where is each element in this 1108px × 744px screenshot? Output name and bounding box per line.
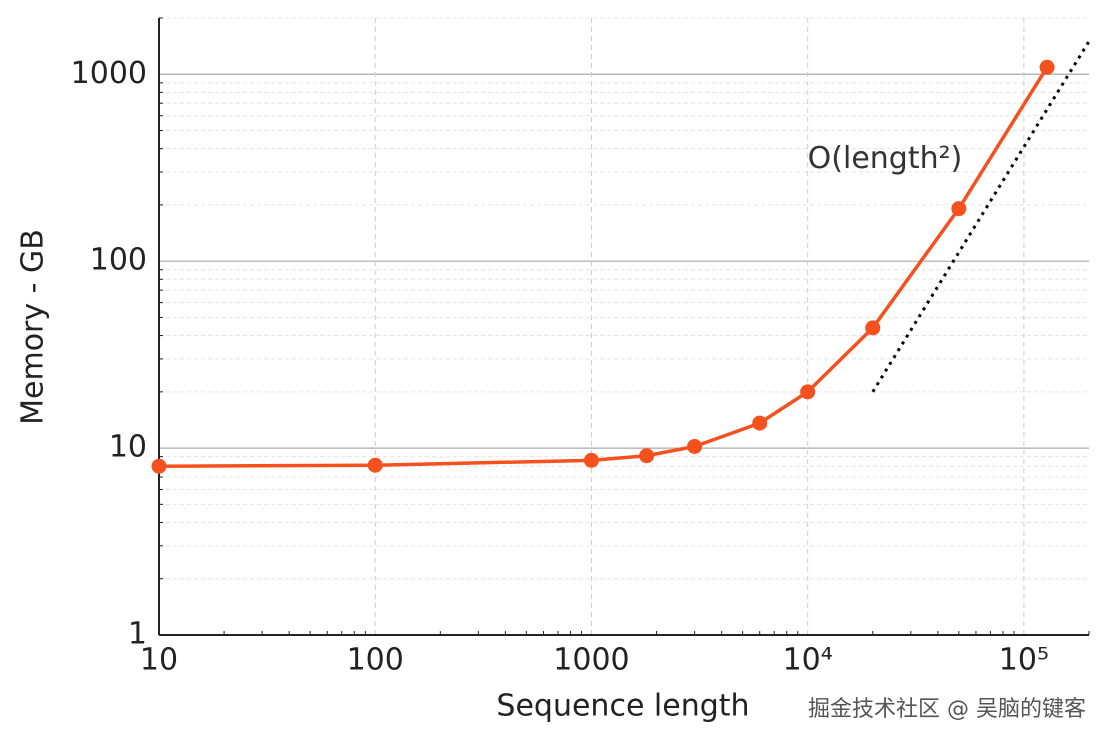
data-point — [752, 415, 768, 431]
y-tick-label: 100 — [90, 243, 147, 278]
x-tick-label: 100 — [347, 643, 404, 678]
data-point — [151, 458, 167, 474]
annotation: O(length²) — [808, 141, 963, 176]
x-tick-label: 10 — [140, 643, 178, 678]
data-point — [367, 457, 383, 473]
data-point — [639, 448, 655, 464]
data-point — [687, 438, 703, 454]
data-point — [1039, 59, 1055, 75]
series-line — [158, 66, 1049, 468]
x-tick-label: 1000 — [553, 643, 629, 678]
trend-line — [871, 40, 1091, 393]
data-point — [951, 201, 967, 217]
x-axis-label: Sequence length — [496, 689, 749, 724]
y-tick-label: 1000 — [71, 56, 147, 91]
watermark: 掘金技术社区 @ 吴脑的键客 — [808, 697, 1086, 722]
x-tick-label: 10⁴ — [783, 643, 833, 678]
data-point — [865, 320, 881, 336]
x-tick-label: 10⁵ — [999, 643, 1049, 678]
data-point — [583, 452, 599, 468]
y-tick-label: 10 — [109, 430, 147, 465]
y-tick-label: 1 — [128, 617, 147, 652]
data-point — [800, 384, 816, 400]
y-axis-label: Memory - GB — [16, 229, 51, 425]
